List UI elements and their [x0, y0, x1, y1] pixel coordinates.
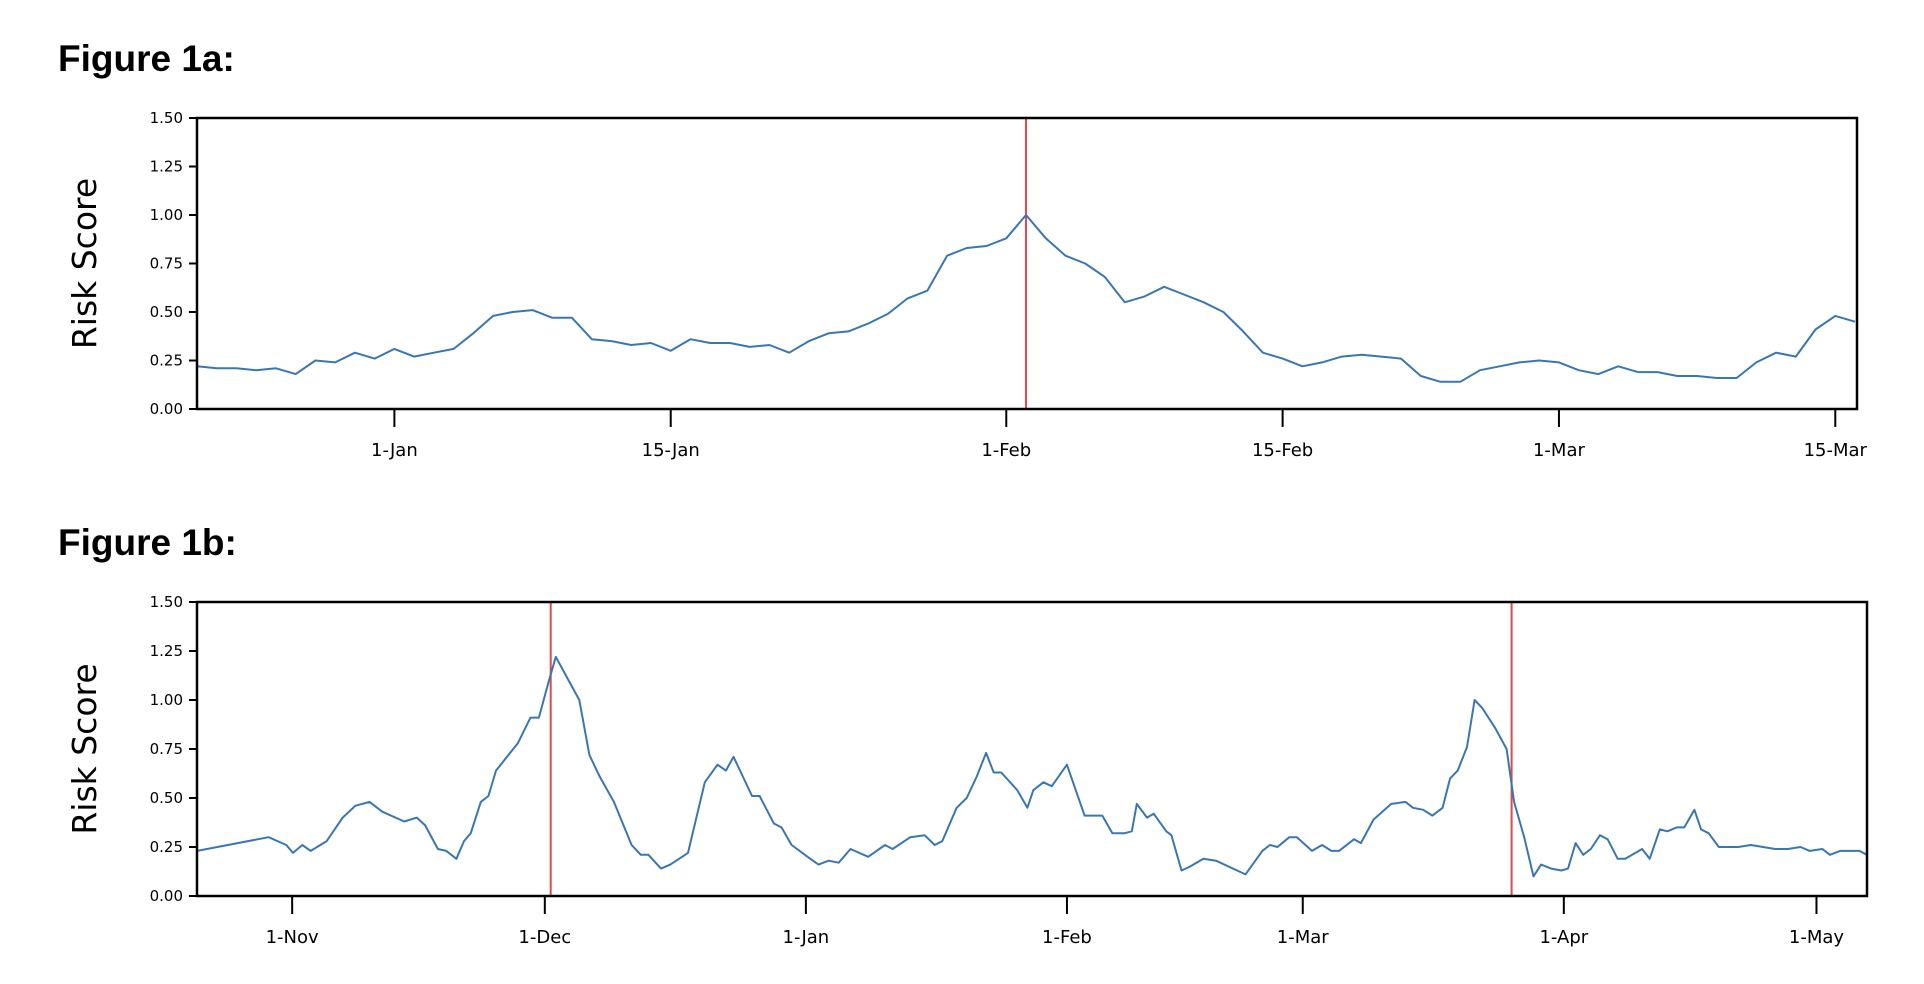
x-tick-label: 1-Feb — [981, 440, 1031, 461]
y-axis-label: Risk Score — [65, 178, 104, 349]
y-tick-label: 0.50 — [150, 789, 183, 807]
y-tick-label: 1.25 — [150, 158, 183, 176]
y-axis-label: Risk Score — [65, 663, 104, 834]
risk-score-series-line — [197, 214, 1856, 383]
y-tick-label: 1.00 — [150, 206, 183, 224]
x-tick-label: 15-Jan — [642, 440, 700, 461]
y-tick-label: 1.50 — [150, 593, 183, 611]
plot-frame — [195, 600, 1869, 898]
y-tick-label: 0.75 — [150, 740, 183, 758]
x-tick-label: 15-Mar — [1804, 440, 1868, 461]
x-tick-label: 1-Nov — [266, 927, 319, 948]
y-tick-label: 0.00 — [150, 400, 183, 418]
x-tick-label: 1-Jan — [371, 440, 418, 461]
x-tick-label: 1-Apr — [1539, 927, 1588, 948]
x-tick-label: 1-Mar — [1277, 927, 1330, 948]
x-tick-label: 1-May — [1789, 927, 1845, 948]
chart-1b: 0.00 0.25 0.50 0.75 1.00 1.25 1.50 1-Nov 1-Dec 1-… — [65, 593, 1869, 948]
plot-frame — [195, 116, 1859, 411]
x-tick-label: 1-Feb — [1042, 927, 1092, 948]
y-tick-label: 0.75 — [150, 255, 183, 273]
risk-score-series-line — [197, 655, 1867, 878]
y-tick-label: 1.00 — [150, 691, 183, 709]
figure-1b-title: Figure 1b: — [58, 522, 237, 563]
y-tick-label: 1.25 — [150, 642, 183, 660]
x-tick-label: 1-Jan — [783, 927, 830, 948]
chart-1a: 0.00 0.25 0.50 0.75 1.00 1.25 1.50 1-Jan 15-Jan 1… — [65, 109, 1868, 461]
x-tick-label: 1-Mar — [1533, 440, 1586, 461]
y-tick-label: 0.25 — [150, 838, 183, 856]
y-tick-label: 0.00 — [150, 887, 183, 905]
y-tick-label: 1.50 — [150, 109, 183, 127]
figure-1a-title: Figure 1a: — [58, 38, 235, 79]
y-tick-label: 0.25 — [150, 352, 183, 370]
x-tick-label: 15-Feb — [1252, 440, 1313, 461]
y-tick-label: 0.50 — [150, 303, 183, 321]
x-tick-label: 1-Dec — [518, 927, 571, 948]
